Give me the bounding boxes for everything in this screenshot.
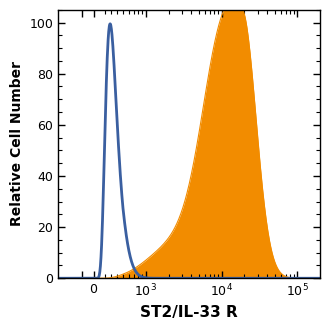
Y-axis label: Relative Cell Number: Relative Cell Number xyxy=(10,61,24,226)
X-axis label: ST2/IL-33 R: ST2/IL-33 R xyxy=(140,305,238,320)
